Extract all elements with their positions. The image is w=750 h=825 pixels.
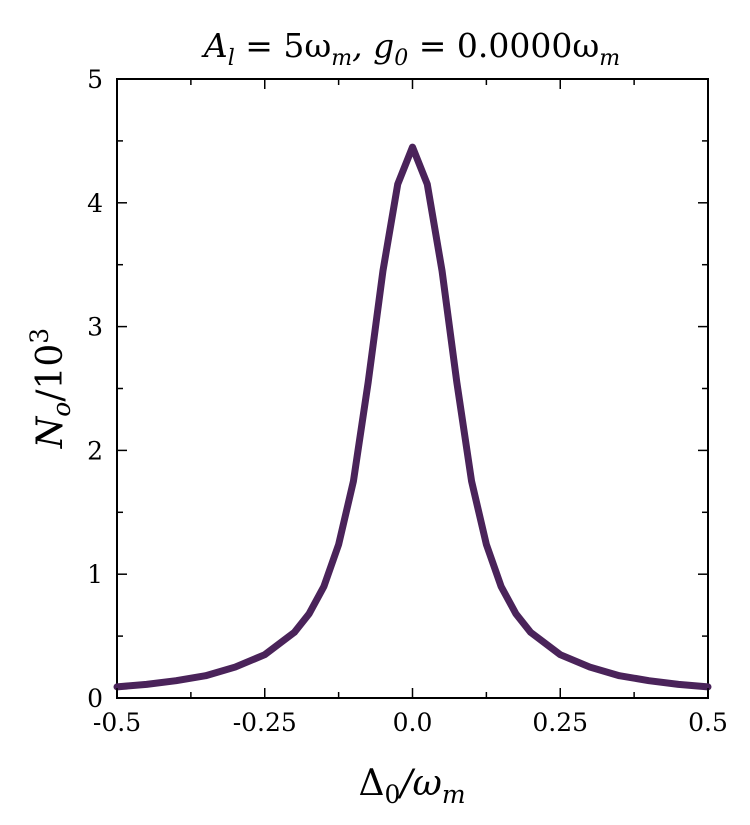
x-tick-label: 0.0 [393,708,433,737]
series-line [113,143,712,691]
chart-title: Al = 5ωm, g0 = 0.0000ωm [201,26,620,71]
y-tick-label: 3 [87,313,103,342]
x-tick-label: 0.5 [688,708,728,737]
plot-frame [116,78,709,699]
y-tick-label: 4 [87,189,103,218]
y-tick-label: 2 [87,436,103,465]
axis-ticks [116,78,709,699]
x-tick-labels: -0.5 -0.25 0.0 0.25 0.5 [93,708,728,737]
x-tick-label: -0.25 [233,708,297,737]
x-tick-label: -0.5 [93,708,141,737]
y-tick-label: 5 [87,65,103,94]
x-tick-label: 0.25 [532,708,588,737]
y-axis-label: No/103 [25,328,76,449]
y-tick-label: 0 [87,684,103,713]
y-tick-labels: 0 1 2 3 4 5 [87,65,103,713]
y-tick-label: 1 [87,560,103,589]
x-axis-label: Δ0/ωm [358,763,465,809]
